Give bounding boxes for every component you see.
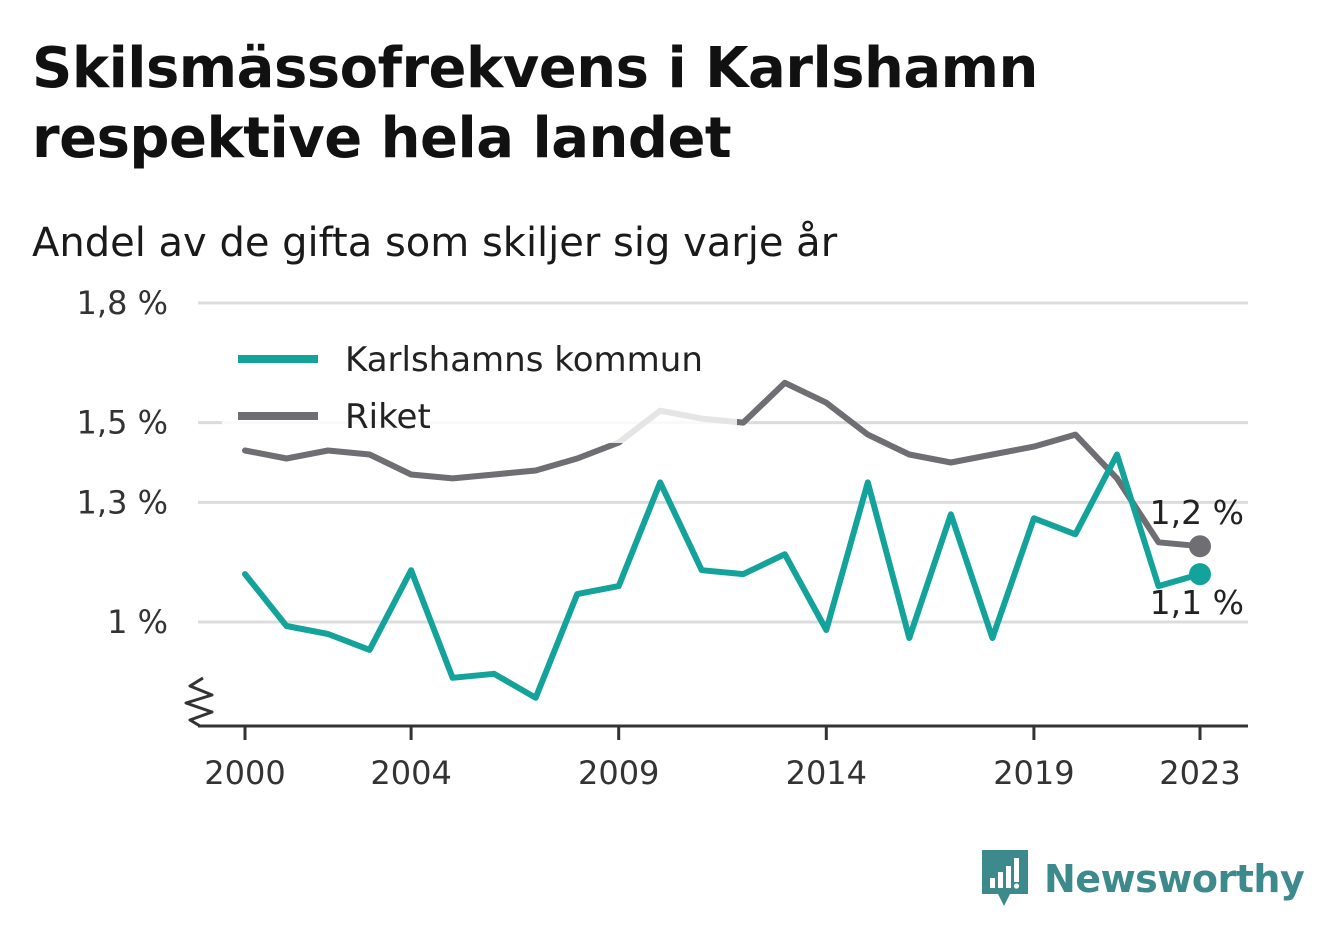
end-label-riket: 1,2 % [1150,493,1244,532]
newsworthy-logo-icon [982,850,1028,906]
chart-title-line-2: respektive hela landet [32,106,732,171]
y-axis-tick-labels: 1 % 1,3 % 1,5 % 1,8 % [77,284,168,641]
y-tick-label: 1,8 % [77,284,168,322]
end-label-karlshamn: 1,1 % [1150,583,1244,622]
brand: Newsworthy [980,848,1305,910]
x-tick-label: 2023 [1159,754,1240,792]
legend-label: Riket [345,397,431,437]
x-tick-label: 2004 [370,754,451,792]
series-end-point-karlshamns-kommun [1189,563,1211,586]
y-tick-label: 1,5 % [77,404,168,442]
brand-name: Newsworthy [1044,857,1305,901]
y-tick-label: 1,3 % [77,483,168,521]
series-line-karlshamns-kommun [242,451,1203,701]
x-tick-label: 2014 [786,754,867,792]
x-axis: 2000 2004 2009 2014 2019 2023 [184,676,1248,792]
legend: Karlshamns kommun Riket [222,328,737,443]
x-tick-label: 2000 [204,754,285,792]
chart-title: Skilsmässofrekvens i Karlshamn respektiv… [32,34,1038,174]
legend-background [222,328,737,443]
x-tick-label: 2019 [993,754,1074,792]
chart-title-line-1: Skilsmässofrekvens i Karlshamn [32,36,1038,101]
chart-subtitle: Andel av de gifta som skiljer sig varje … [32,220,838,266]
axis-break-icon [184,676,214,728]
end-labels: 1,2 % 1,1 % [1150,493,1244,622]
legend-label: Karlshamns kommun [345,340,703,380]
x-tick-label: 2009 [578,754,659,792]
y-tick-label: 1 % [107,603,168,641]
series-end-point-riket [1189,535,1211,558]
